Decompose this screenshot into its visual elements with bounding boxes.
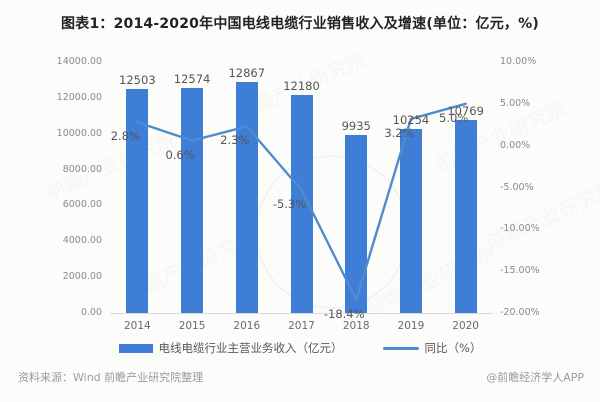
line-point-label: 5.0% — [439, 110, 469, 125]
bar — [235, 82, 258, 313]
y-axis-right-tick: 5.00% — [500, 97, 531, 109]
bar-value-label: 12574 — [173, 71, 211, 86]
legend-item: 同比（%） — [382, 340, 482, 356]
credit-note: @前瞻经济学人APP — [486, 371, 584, 384]
y-axis-left-tick: 4000.00 — [62, 235, 102, 247]
x-axis-line — [110, 313, 493, 314]
bar-value-label: 12180 — [283, 78, 320, 93]
x-axis-label: 2019 — [397, 320, 425, 332]
source-note: 资料来源：Wind 前瞻产业研究院整理 — [18, 371, 204, 384]
x-axis-label: 2020 — [452, 320, 479, 332]
y-axis-right-tick: -20.00% — [500, 307, 540, 318]
x-axis-label: 2017 — [288, 320, 315, 332]
x-axis-label: 2018 — [342, 320, 370, 332]
line-point-label: 2.8% — [110, 129, 140, 144]
legend-label: 电线电缆行业主营业务收入（亿元） — [158, 341, 343, 355]
chart-legend: 电线电缆行业主营业务收入（亿元） 同比（%） — [0, 340, 600, 356]
line-point-label: 3.2% — [384, 125, 414, 140]
x-axis-label: 2014 — [123, 320, 151, 332]
bar-value-label: 10254 — [392, 113, 430, 128]
chart-title: 图表1：2014-2020年中国电线电缆行业销售收入及增速(单位：亿元，%) — [61, 16, 539, 32]
bar — [399, 129, 422, 313]
y-axis-right-tick: -10.00% — [500, 223, 540, 235]
y-axis-right-tick: -5.00% — [500, 181, 534, 193]
y-axis-left-tick: 2000.00 — [62, 271, 102, 283]
bar — [454, 119, 477, 313]
y-axis-right-tick: 0.00% — [500, 139, 531, 151]
bar — [126, 88, 149, 313]
line-point-label: -5.3% — [272, 197, 307, 211]
bar — [290, 94, 313, 313]
y-axis-left-tick: 14000.00 — [56, 56, 102, 67]
growth-line — [136, 102, 467, 301]
y-axis-right-tick: -15.00% — [500, 265, 540, 277]
legend-bar-swatch — [118, 343, 153, 353]
y-axis-left-tick: 0.00 — [80, 307, 102, 318]
line-point-label: -18.4% — [323, 306, 365, 321]
line-point-label: 0.6% — [165, 147, 195, 162]
legend-item: 电线电缆行业主营业务收入（亿元） — [118, 340, 343, 356]
bar-value-label: 9935 — [341, 118, 371, 133]
bar-value-label: 12867 — [228, 66, 266, 81]
bar-value-label: 10769 — [447, 103, 484, 118]
x-axis-label: 2016 — [233, 320, 261, 332]
x-axis-label: 2015 — [178, 320, 206, 332]
y-axis-left-tick: 12000.00 — [56, 91, 102, 103]
legend-line-swatch — [382, 346, 419, 350]
bar-value-label: 12503 — [119, 72, 156, 87]
bar — [345, 134, 368, 313]
y-axis-left-tick: 6000.00 — [62, 199, 102, 211]
bar — [181, 87, 204, 313]
line-point-label: 2.3% — [220, 133, 250, 148]
legend-label: 同比（%） — [424, 341, 482, 355]
y-axis-left-tick: 8000.00 — [62, 163, 102, 175]
y-axis-left-tick: 10000.00 — [56, 127, 102, 139]
y-axis-right-tick: 10.00% — [500, 56, 537, 67]
